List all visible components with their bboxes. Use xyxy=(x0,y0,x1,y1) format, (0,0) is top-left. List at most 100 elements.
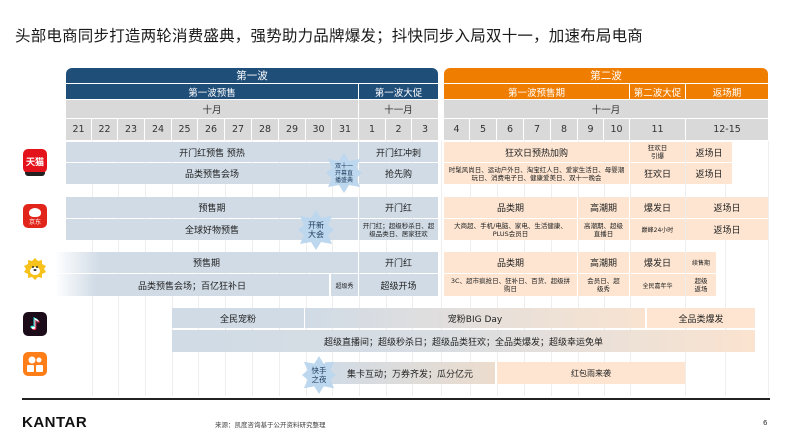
day-cell: 24 xyxy=(145,119,171,140)
jd-category-days-bar: 大商超、手机/电脑、家电、生活健康、PLUS会员日 xyxy=(444,219,577,240)
kuaishou-star-text: 快手之夜 xyxy=(311,366,327,384)
jd-burst-bar: 爆发日 xyxy=(630,197,685,218)
star-burst-icon xyxy=(302,356,336,394)
day-cell: 4 xyxy=(444,119,469,140)
suning-category-bar: 品类期 xyxy=(444,252,577,273)
return-period-header: 返场期 xyxy=(686,84,768,99)
music-note-icon: ♪ xyxy=(30,315,40,333)
day-cell: 5 xyxy=(470,119,496,140)
day-cell: 7 xyxy=(524,119,550,140)
tmall-logo-text: 天猫 xyxy=(25,157,44,168)
suning-category-days-bar: 3C、超市疯抢日、狂补日、百货、超级拼购日 xyxy=(444,274,577,296)
douyin-activities-bar: 超级直播间；超级秒杀日；超级品类狂欢；全品类爆发；超级幸运免单 xyxy=(172,330,755,352)
tmall-day11-bar: 狂欢日 引爆 xyxy=(630,142,685,162)
suning-resale-bar: 续售期 xyxy=(686,252,716,273)
suning-category-presale-bar: 品类预售会场；百亿狂补日 xyxy=(55,274,329,296)
jd-return-bar: 返场日 xyxy=(686,197,768,218)
jd-promo-bar: 开门红 xyxy=(359,197,438,218)
month-november-2: 十一月 xyxy=(444,100,768,118)
suning-promo-bar: 开门红 xyxy=(359,252,438,273)
day-cell: 3 xyxy=(412,119,438,140)
day-cell: 21 xyxy=(66,119,91,140)
douyin-fan-bar: 全民宠粉 xyxy=(172,308,304,328)
star-burst-icon xyxy=(326,153,362,193)
suning-peak-bar: 高潮期 xyxy=(578,252,629,273)
jd-launch-star-badge: 开新大会 xyxy=(298,210,334,250)
suning-lion-icon xyxy=(24,258,46,280)
suning-super-opening-bar: 超级开场 xyxy=(359,274,438,296)
tmall-return2-bar: 返场日 xyxy=(686,163,732,184)
day-cell: 27 xyxy=(225,119,251,140)
day-cell: 25 xyxy=(172,119,197,140)
suning-super-return-bar: 超级返场 xyxy=(686,274,716,296)
jd-presale-bar: 预售期 xyxy=(66,197,358,218)
day-cell: 11 xyxy=(630,119,685,140)
day-cell: 30 xyxy=(306,119,331,140)
suning-super-show-bar: 超级秀 xyxy=(331,274,358,296)
douyin-all-category-bar: 全品类爆发 xyxy=(647,308,755,328)
kuaishou-activities-bar: 集卡互动；万券齐发；瓜分亿元 xyxy=(325,362,495,384)
tmall-gala-star-badge: 双十一开幕直播盛典 xyxy=(326,153,362,193)
tmall-carnival-bar: 狂欢日 xyxy=(630,163,685,184)
day-cell: 8 xyxy=(551,119,577,140)
suning-member-day-bar: 会员日、超级秀 xyxy=(578,274,629,296)
page-number: 6 xyxy=(763,419,768,427)
day-cell: 1 xyxy=(359,119,385,140)
jd-logo: 京东 xyxy=(23,204,47,228)
tmall-logo-base xyxy=(25,172,45,176)
page-title: 头部电商同步打造两轮消费盛典，强势助力品牌爆发；抖快同步入局双十一，加速布局电商 xyxy=(15,27,644,45)
day-cell: 10 xyxy=(604,119,629,140)
month-october: 十月 xyxy=(66,100,358,118)
suning-presale-bar: 预售期 xyxy=(55,252,358,273)
day-cell: 23 xyxy=(118,119,144,140)
tmall-star-text: 双十一开幕直播盛典 xyxy=(334,162,353,184)
kuaishou-night-star-badge: 快手之夜 xyxy=(302,355,336,395)
day-cell: 2 xyxy=(386,119,411,140)
jd-category-bar: 品类期 xyxy=(444,197,577,218)
day-cell: 29 xyxy=(279,119,305,140)
wave1-presale-header: 第一波预售 xyxy=(66,84,358,99)
jd-promo-days-bar: 开门红；超级秒杀日、超级品类日、居家狂欢 xyxy=(359,219,438,240)
tmall-logo: 天猫 xyxy=(23,149,47,176)
jd-peak-days-bar: 高潮期、超级直播日 xyxy=(578,219,629,240)
wave1-header: 第一波 xyxy=(66,68,438,83)
jd-peak-bar: 高潮期 xyxy=(578,197,629,218)
month-november-1: 十一月 xyxy=(359,100,438,118)
suning-carnival-bar: 全民嘉年华 xyxy=(630,274,685,296)
jd-star-text: 开新大会 xyxy=(308,221,324,239)
wave2-header: 第二波 xyxy=(444,68,768,83)
star-burst-icon xyxy=(298,210,334,250)
tmall-presale-bar: 开门红预售 预热 xyxy=(66,142,358,162)
wave1-promo-header: 第一波大促 xyxy=(359,84,438,99)
day-cell: 31 xyxy=(332,119,358,140)
kantar-logo: KANTAR xyxy=(22,414,88,431)
douyin-big-day-bar: 宠粉BIG Day xyxy=(305,308,645,328)
day-cell: 28 xyxy=(252,119,278,140)
kuaishou-red-packet-bar: 红包雨来袭 xyxy=(497,362,685,384)
tmall-category-bar: 品类预售会场 xyxy=(66,163,358,184)
tmall-return-bar: 返场日 xyxy=(686,142,732,162)
day-cell: 9 xyxy=(578,119,603,140)
day-cell: 6 xyxy=(497,119,523,140)
footer-divider xyxy=(22,398,770,400)
douyin-logo: ♪ xyxy=(23,312,47,336)
kuaishou-logo xyxy=(23,352,47,376)
tmall-promo-bar: 开门红冲刺 xyxy=(359,142,438,162)
source-note: 来源：凯度咨询基于公开资料研究整理 xyxy=(215,421,326,429)
tmall-preorder-bar: 抢先购 xyxy=(359,163,438,184)
suning-logo xyxy=(23,257,47,281)
jd-dog-icon xyxy=(29,208,41,217)
wave1-label: 第一波 xyxy=(236,70,268,82)
day-cell: 22 xyxy=(92,119,117,140)
camera-icon xyxy=(27,356,43,372)
jd-return2-bar: 返场日 xyxy=(686,219,768,240)
day-cell: 12-15 xyxy=(686,119,768,140)
tmall-themed-days-bar: 时髦风尚日、运动户外日、淘宝红人日、爱家生活日、母婴潮玩日、消费电子日、健康爱美… xyxy=(444,163,629,184)
wave2-promo-header: 第二波大促 xyxy=(630,84,685,99)
jd-peak24-bar: 巅峰24小时 xyxy=(630,219,685,240)
day-cell: 26 xyxy=(198,119,224,140)
wave2-presale-header: 第一波预售期 xyxy=(444,84,629,99)
wave2-label: 第二波 xyxy=(590,70,622,82)
suning-burst-bar: 爆发日 xyxy=(630,252,685,273)
jd-logo-text: 京东 xyxy=(28,219,41,226)
